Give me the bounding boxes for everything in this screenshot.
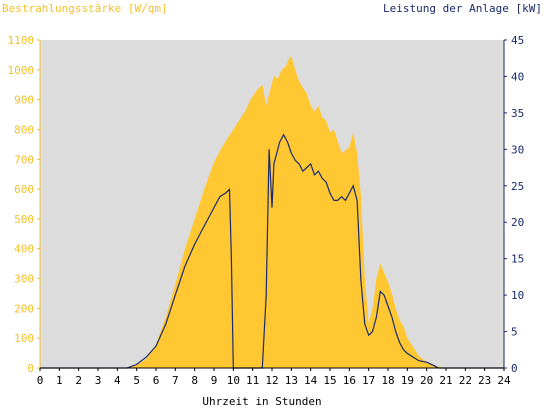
right-tick-label: 10 xyxy=(511,289,524,302)
right-tick-label: 15 xyxy=(511,253,524,266)
x-tick-label: 14 xyxy=(304,374,318,387)
x-tick-label: 15 xyxy=(323,374,336,387)
left-tick-label: 900 xyxy=(14,94,34,107)
x-tick-label: 0 xyxy=(37,374,44,387)
right-tick-label: 40 xyxy=(511,70,524,83)
x-tick-label: 16 xyxy=(343,374,356,387)
left-tick-label: 1100 xyxy=(8,34,35,47)
right-tick-label: 45 xyxy=(511,34,524,47)
x-tick-label: 10 xyxy=(227,374,240,387)
right-tick-label: 25 xyxy=(511,180,524,193)
left-tick-label: 100 xyxy=(14,332,34,345)
right-tick-label: 35 xyxy=(511,107,524,120)
x-tick-label: 5 xyxy=(133,374,140,387)
x-tick-label: 19 xyxy=(401,374,414,387)
left-tick-label: 600 xyxy=(14,183,34,196)
x-tick-label: 23 xyxy=(478,374,491,387)
x-axis-label: Uhrzeit in Stunden xyxy=(202,395,321,408)
x-tick-label: 8 xyxy=(191,374,198,387)
x-tick-label: 11 xyxy=(246,374,259,387)
power-line-series xyxy=(40,133,504,369)
x-tick-label: 3 xyxy=(95,374,102,387)
x-tick-label: 9 xyxy=(211,374,218,387)
x-tick-label: 12 xyxy=(265,374,278,387)
right-tick-label: 0 xyxy=(511,362,518,375)
x-tick-label: 4 xyxy=(114,374,121,387)
left-tick-label: 700 xyxy=(14,153,34,166)
x-tick-label: 24 xyxy=(497,374,511,387)
left-tick-label: 0 xyxy=(27,362,34,375)
x-tick-label: 21 xyxy=(439,374,452,387)
left-tick-label: 800 xyxy=(14,123,34,136)
right-tick-label: 5 xyxy=(511,326,518,339)
left-tick-label: 1000 xyxy=(8,64,35,77)
x-tick-label: 22 xyxy=(459,374,472,387)
x-tick-label: 6 xyxy=(153,374,160,387)
left-tick-label: 500 xyxy=(14,213,34,226)
x-tick-label: 20 xyxy=(420,374,433,387)
left-tick-label: 200 xyxy=(14,302,34,315)
right-axis-label: Leistung der Anlage [kW] xyxy=(383,2,542,15)
x-tick-label: 2 xyxy=(75,374,82,387)
x-tick-label: 7 xyxy=(172,374,179,387)
x-tick-label: 17 xyxy=(362,374,375,387)
x-tick-label: 13 xyxy=(285,374,298,387)
left-tick-label: 400 xyxy=(14,243,34,256)
right-tick-label: 30 xyxy=(511,143,524,156)
irradiance-area-series xyxy=(40,56,504,369)
left-axis-label: Bestrahlungsstärke [W/qm] xyxy=(2,2,168,15)
x-tick-label: 1 xyxy=(56,374,63,387)
right-tick-label: 20 xyxy=(511,216,524,229)
left-tick-label: 300 xyxy=(14,273,34,286)
x-tick-label: 18 xyxy=(381,374,394,387)
